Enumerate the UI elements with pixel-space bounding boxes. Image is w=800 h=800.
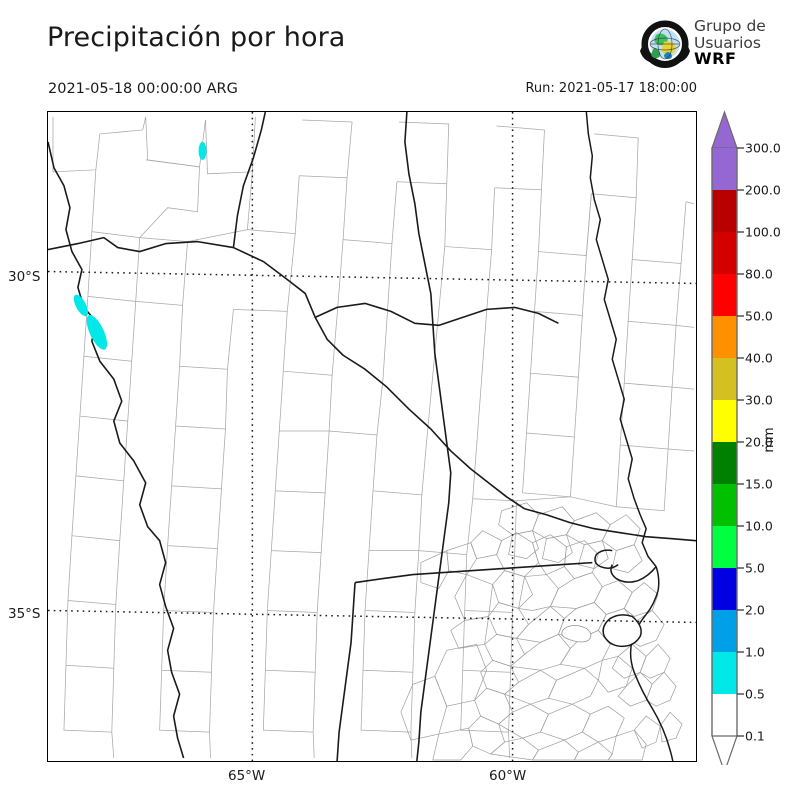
colorbar-tick-50: 50.0	[745, 308, 773, 324]
colorbar-tick-1: 1.0	[745, 644, 765, 660]
colorbar-unit-label: mm	[762, 427, 778, 453]
logo-text: Grupo de Usuarios WRF	[694, 18, 766, 68]
lon-label-65w: 65°W	[228, 768, 266, 784]
coastline	[602, 566, 675, 761]
precip-cell	[86, 314, 108, 350]
graticule	[48, 112, 696, 761]
globe-seal-icon	[640, 20, 690, 68]
lat-label-30s: 30°S	[8, 269, 41, 285]
page-title: Precipitación por hora	[47, 22, 346, 53]
hydrography	[561, 624, 592, 643]
colorbar-tick-2: 2.0	[745, 602, 765, 618]
colorbar-tick-100: 100.0	[745, 224, 781, 240]
national-border-east	[585, 112, 657, 583]
colorbar-tick-20: 20.0	[745, 434, 773, 450]
province-borders	[48, 112, 696, 761]
lat-label-35s: 35°S	[8, 606, 41, 622]
run-time-label: Run: 2021-05-17 18:00:00	[525, 81, 697, 96]
logo-line-2: Usuarios	[694, 33, 761, 52]
precipitation-field	[73, 141, 207, 350]
colorbar-tick-200: 200.0	[745, 182, 781, 198]
lon-label-60w: 60°W	[489, 768, 527, 784]
colorbar-tick-5: 5.0	[745, 560, 765, 576]
colorbar-tick-30: 30.0	[745, 392, 773, 408]
logo-line-3: WRF	[694, 49, 737, 68]
colorbar-tick-01: 0.1	[745, 728, 765, 744]
colorbar-tick-15: 15.0	[745, 476, 773, 492]
colorbar-tick-05: 0.5	[745, 686, 765, 702]
colorbar-tick-40: 40.0	[745, 350, 773, 366]
colorbar-tick-300: 300.0	[745, 140, 781, 156]
precipitation-map[interactable]	[47, 111, 697, 762]
colorbar-tick-80: 80.0	[745, 266, 773, 282]
wrf-user-group-logo: Grupo de Usuarios WRF	[640, 18, 800, 74]
map-canvas	[48, 112, 696, 761]
colorbar-tick-10: 10.0	[745, 518, 773, 534]
valid-time-label: 2021-05-18 00:00:00 ARG	[48, 81, 238, 97]
precipitation-colorbar[interactable]	[700, 105, 800, 765]
precip-cell	[198, 141, 207, 160]
logo-line-1: Grupo de	[694, 17, 766, 35]
precip-cell	[73, 294, 89, 317]
colorbar-swatches	[711, 110, 744, 765]
